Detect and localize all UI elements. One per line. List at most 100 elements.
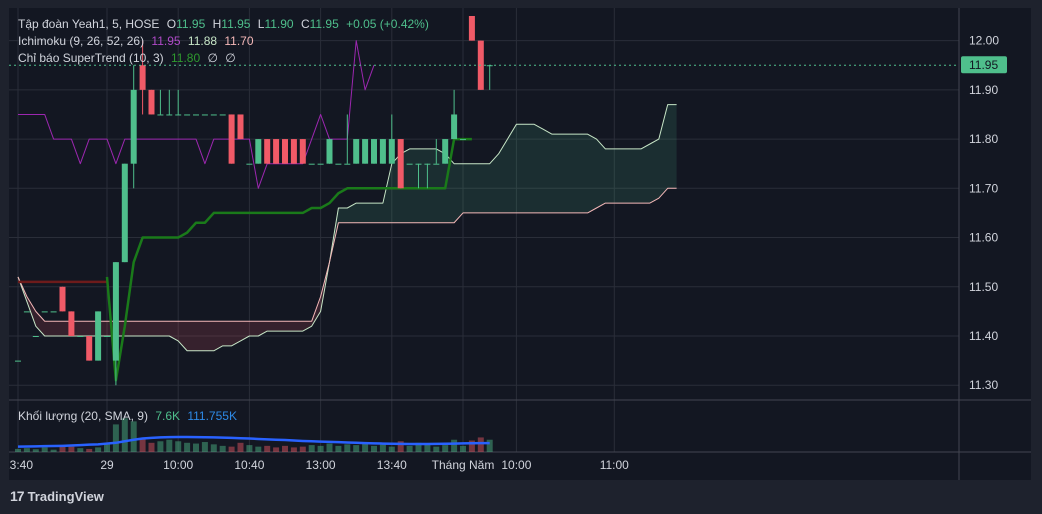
legend-o-label: O xyxy=(166,17,177,31)
y-tick-label: 11.30 xyxy=(969,378,998,392)
candle-body xyxy=(139,65,146,90)
volume-ma-line xyxy=(17,435,490,448)
candle-body xyxy=(442,139,449,164)
ichimoku-value-2: 11.88 xyxy=(187,34,218,48)
grid-lines xyxy=(9,8,1031,480)
tradingview-logo[interactable]: 17 TradingView xyxy=(10,488,104,504)
volume-bar xyxy=(95,447,102,452)
volume-bar xyxy=(23,448,30,452)
legend-change: +0.05 (+0.42%) xyxy=(346,17,429,31)
x-tick-label: 10:00 xyxy=(501,458,531,472)
volume-bar xyxy=(130,421,137,452)
y-tick-label: 11.60 xyxy=(969,231,998,245)
volume-bar xyxy=(451,439,458,452)
candle-body xyxy=(23,311,30,313)
candles xyxy=(15,16,493,386)
volume-bar xyxy=(433,446,440,452)
candle-body xyxy=(104,336,110,337)
volume-bar xyxy=(68,446,75,452)
volume-bar xyxy=(104,442,110,452)
leading-span-a xyxy=(17,104,677,352)
candle-body xyxy=(184,114,191,116)
volume-bar xyxy=(166,439,173,452)
volume-bar xyxy=(460,445,466,452)
candle-body xyxy=(433,163,440,165)
y-tick-label: 11.40 xyxy=(969,329,998,343)
ichimoku-value-3: 11.70 xyxy=(224,34,254,48)
candle-body xyxy=(77,336,84,337)
volume-bar xyxy=(424,443,431,452)
candle-body xyxy=(228,114,235,164)
volume-value-1: 7.6K xyxy=(155,409,180,423)
volume-bar xyxy=(308,445,315,452)
candle-body xyxy=(299,139,306,164)
legend-c-label: C xyxy=(300,17,310,31)
candle-body xyxy=(15,360,21,362)
legend-ichimoku-row[interactable]: Ichimoku (9, 26, 52, 26) 11.95 11.88 11.… xyxy=(18,34,258,49)
chart-canvas[interactable]: 11.30 11.40 11.50 11.60 11.70 11.80 11.90 12.00… xyxy=(3,8,1031,480)
indicator-lines xyxy=(17,40,677,382)
candle-body xyxy=(148,89,155,115)
candle-body xyxy=(282,139,288,164)
volume-bar xyxy=(210,444,217,452)
candle-body xyxy=(371,139,377,164)
volume-bar xyxy=(193,443,199,452)
candle-body xyxy=(486,65,493,67)
volume-label[interactable]: Khối lượng (20, SMA, 9) xyxy=(18,409,148,423)
candle-body xyxy=(121,163,128,263)
candle-body xyxy=(451,114,458,140)
volume-bar xyxy=(353,445,360,452)
candle-body xyxy=(112,262,119,361)
volume-bar xyxy=(486,439,493,452)
candle-body xyxy=(50,311,57,313)
volume-bar xyxy=(282,445,288,452)
volume-bar xyxy=(228,446,235,452)
volume-bar xyxy=(388,446,395,452)
chart-area[interactable]: 11.30 11.40 11.50 11.60 11.70 11.80 11.90 12.00… xyxy=(3,8,1031,480)
candle-body xyxy=(379,139,386,164)
y-tick-label: 11.50 xyxy=(969,280,998,294)
volume-bar xyxy=(59,445,66,452)
legend-symbol[interactable]: Tập đoàn Yeah1, 5, HOSE xyxy=(18,17,160,31)
volume-bar xyxy=(201,442,208,452)
supertrend-value-2: ∅ xyxy=(207,51,218,65)
x-tick-label: 10:40 xyxy=(234,458,264,472)
tradingview-logo-text: TradingView xyxy=(27,488,104,504)
candle-body xyxy=(255,139,262,164)
volume-bar xyxy=(362,442,369,452)
volume-bar xyxy=(255,446,262,452)
candle-body xyxy=(326,139,333,164)
axes: 11.30 11.40 11.50 11.60 11.70 11.80 11.90 12.00… xyxy=(3,34,999,472)
volume-bar xyxy=(50,449,57,452)
candle-body xyxy=(273,139,280,164)
volume-bar xyxy=(397,441,404,452)
volume-bar xyxy=(157,441,164,452)
legend-high: 11.95 xyxy=(221,17,251,31)
supertrend-label[interactable]: Chỉ báo SuperTrend (10, 3) xyxy=(18,51,164,65)
candle-body xyxy=(460,139,466,141)
volume-bar xyxy=(468,440,475,452)
volume-bar xyxy=(379,444,386,452)
candle-body xyxy=(166,114,173,116)
volume-bar xyxy=(344,444,351,452)
candle-body xyxy=(175,114,182,116)
last-price-tag-bg xyxy=(961,56,1007,74)
supertrend-value-1: 11.80 xyxy=(170,51,201,65)
volume-bar xyxy=(335,445,342,452)
leading-span-b xyxy=(17,187,677,322)
volume-bar xyxy=(299,446,306,452)
legend-close: 11.95 xyxy=(309,17,339,31)
candle-body xyxy=(317,163,324,165)
x-tick-label: 13:40 xyxy=(377,458,407,472)
volume-bar xyxy=(86,448,93,452)
candle-body xyxy=(157,114,164,116)
candle-body xyxy=(59,286,66,312)
candle-body xyxy=(193,114,199,116)
candle-body xyxy=(362,139,369,164)
legend-supertrend-row[interactable]: Chỉ báo SuperTrend (10, 3) 11.80 ∅ ∅ xyxy=(18,51,240,66)
candle-body xyxy=(246,163,253,165)
volume-bar xyxy=(219,445,226,452)
volume-bars xyxy=(15,418,493,452)
legend-volume-row[interactable]: Khối lượng (20, SMA, 9) 7.6K 111.755K xyxy=(18,409,241,424)
ichimoku-label[interactable]: Ichimoku (9, 26, 52, 26) xyxy=(18,34,145,48)
